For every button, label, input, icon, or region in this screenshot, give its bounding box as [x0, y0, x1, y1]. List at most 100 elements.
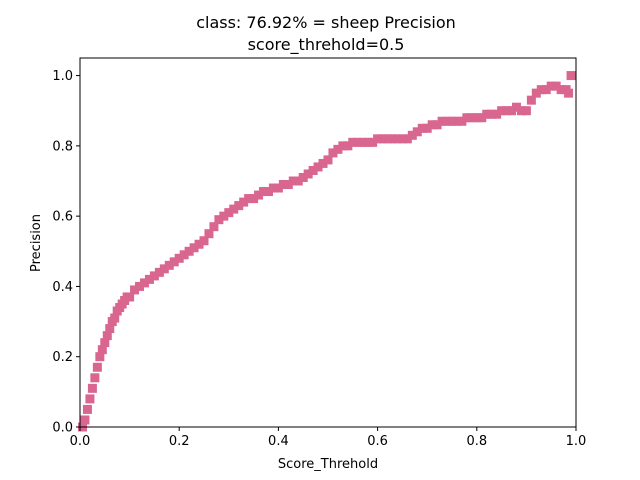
data-point — [387, 134, 397, 144]
data-point — [204, 229, 214, 239]
data-point — [87, 383, 97, 393]
data-point — [348, 137, 358, 147]
data-point — [442, 116, 452, 126]
y-tick-label: 0.0 — [52, 421, 73, 436]
data-point — [239, 197, 249, 207]
data-point — [373, 134, 383, 144]
y-axis-ticks: 0.0 0.2 0.4 0.6 0.8 1.0 — [52, 69, 80, 436]
data-point — [328, 148, 338, 158]
data-point — [432, 120, 442, 130]
y-axis-label: Precision — [29, 214, 44, 272]
data-point — [199, 236, 209, 246]
data-point — [184, 246, 194, 256]
data-point — [546, 81, 556, 91]
data-point — [422, 123, 432, 133]
data-point — [323, 155, 333, 165]
data-point — [80, 415, 90, 425]
data-point — [189, 243, 199, 253]
x-tick-label: 0.6 — [367, 434, 388, 449]
data-point — [526, 95, 536, 105]
data-point — [273, 183, 283, 193]
data-point — [462, 113, 472, 123]
data-point — [169, 257, 179, 267]
data-point — [288, 176, 298, 186]
data-point — [507, 106, 517, 116]
data-point — [407, 130, 417, 140]
data-point — [492, 109, 502, 119]
data-point — [452, 116, 462, 126]
data-point — [268, 183, 278, 193]
data-point — [154, 267, 164, 277]
data-point — [472, 113, 482, 123]
data-point — [135, 281, 145, 291]
data-point — [338, 141, 348, 151]
data-point — [482, 109, 492, 119]
data-point — [144, 274, 154, 284]
data-point — [303, 169, 313, 179]
data-point — [244, 194, 254, 204]
data-point — [392, 134, 402, 144]
y-tick-label: 0.8 — [52, 139, 73, 154]
data-point — [100, 338, 110, 348]
data-point — [293, 176, 303, 186]
data-point — [551, 81, 561, 91]
data-point — [97, 345, 107, 355]
plot-frame — [79, 57, 577, 428]
data-point — [358, 137, 368, 147]
x-tick-label: 0.8 — [466, 434, 487, 449]
data-point — [457, 116, 467, 126]
data-point — [82, 404, 92, 414]
x-tick-label: 1.0 — [566, 434, 587, 449]
data-point — [95, 352, 105, 362]
data-point — [313, 162, 323, 172]
series-markers — [77, 71, 576, 432]
data-point — [343, 141, 353, 151]
data-point — [318, 158, 328, 168]
data-point — [92, 362, 102, 372]
x-axis-ticks: 0.0 0.2 0.4 0.6 0.8 1.0 — [70, 427, 587, 449]
chart-title-line-2: score_threhold=0.5 — [248, 35, 405, 55]
data-point — [249, 194, 259, 204]
data-point — [516, 106, 526, 116]
chart-title-line-1: class: 76.92% = sheep Precision — [196, 13, 456, 32]
data-point — [105, 324, 115, 334]
data-point — [224, 208, 234, 218]
data-point — [149, 271, 159, 281]
data-point — [447, 116, 457, 126]
data-point — [179, 250, 189, 260]
data-point — [110, 313, 120, 323]
data-point — [234, 201, 244, 211]
data-point — [467, 113, 477, 123]
y-tick-label: 0.6 — [52, 210, 73, 225]
data-point — [159, 264, 169, 274]
x-tick-label: 0.0 — [70, 434, 91, 449]
data-point — [412, 127, 422, 137]
data-point — [477, 113, 487, 123]
data-point — [383, 134, 393, 144]
data-point — [283, 180, 293, 190]
data-point — [487, 109, 497, 119]
data-point — [536, 85, 546, 95]
data-point — [254, 190, 264, 200]
data-point — [85, 394, 95, 404]
data-point — [174, 253, 184, 263]
data-point — [308, 165, 318, 175]
data-point — [427, 120, 437, 130]
data-point — [378, 134, 388, 144]
y-tick-label: 0.4 — [52, 280, 73, 295]
data-point — [521, 106, 531, 116]
data-point — [259, 187, 269, 197]
data-point — [541, 85, 551, 95]
data-point — [363, 137, 373, 147]
data-point — [90, 373, 100, 383]
data-point — [353, 137, 363, 147]
data-point — [531, 88, 541, 98]
data-point — [130, 285, 140, 295]
data-point — [263, 187, 273, 197]
data-point — [139, 278, 149, 288]
data-point — [219, 211, 229, 221]
data-point — [437, 116, 447, 126]
x-tick-label: 0.2 — [169, 434, 190, 449]
data-point — [194, 239, 204, 249]
